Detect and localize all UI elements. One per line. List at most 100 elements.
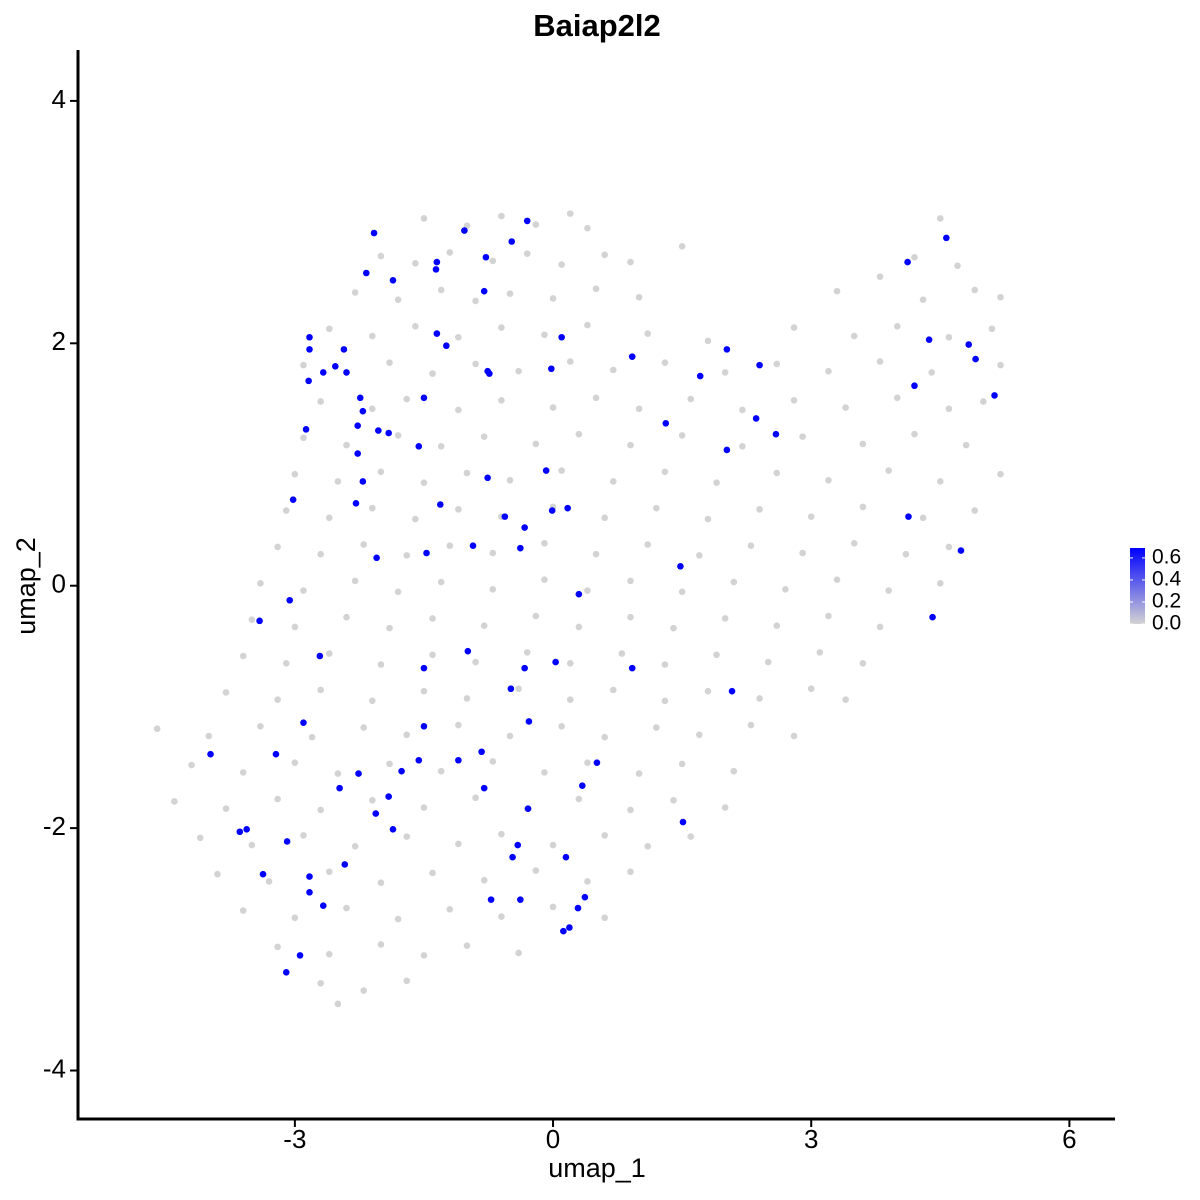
cell-point [484,474,491,482]
cell-point [696,731,703,739]
cell-point [437,286,445,294]
cell-point [997,361,1004,369]
cell-point [336,784,343,792]
cell-point [498,830,505,838]
cell-point [420,215,428,222]
cell-point [403,977,411,985]
cell-point [542,467,550,474]
cell-point [334,478,342,485]
cell-point [461,227,468,234]
cell-point [723,446,731,454]
cell-point [653,504,660,512]
cell-point [386,760,393,768]
cell-point [627,258,634,266]
cell-point [415,756,423,764]
cell-point [752,415,760,422]
cell-point [306,889,313,896]
cell-point [300,587,307,594]
cell-point [661,661,669,668]
cell-point [905,513,912,520]
cell-point [501,513,509,520]
cell-point [825,612,832,620]
cell-point [296,952,304,959]
cell-point [196,834,204,842]
cell-point [489,257,497,265]
cell-point [319,369,327,376]
cell-point [369,697,376,705]
cell-point [524,805,532,813]
cell-point [343,613,350,621]
cell-point [704,337,712,345]
cell-point [609,478,617,485]
cell-point [429,869,436,877]
y-tick-label: -4 [43,1053,66,1083]
cell-point [478,748,485,756]
cell-point [433,330,441,337]
cell-point [420,479,428,486]
cell-point [687,833,695,840]
cell-point [351,842,359,850]
cell-point [997,293,1004,301]
colorbar-tick-label: 0.2 [1152,590,1181,613]
cell-point [403,833,411,840]
cell-point [704,515,712,523]
cell-point [627,577,634,585]
cell-point [773,622,781,630]
cell-point [584,587,591,594]
cell-point [807,513,815,520]
cell-point [876,623,884,631]
cell-point [859,503,867,511]
cell-point [661,697,669,705]
cell-point [214,870,221,878]
cell-point [332,363,339,370]
cell-point [980,398,987,405]
cell-point [541,576,548,583]
cell-point [317,686,324,694]
colorbar [1130,548,1145,624]
cell-point [375,427,382,434]
cell-point [937,478,944,485]
cell-point [429,370,436,377]
cell-point [644,541,652,548]
cell-point [354,450,361,457]
cell-point [480,433,488,440]
cell-point [618,650,626,657]
cell-point [437,578,445,586]
cell-point [514,841,522,849]
cell-point [257,723,264,730]
cell-point [562,853,570,861]
cell-point [340,346,348,353]
cell-point [549,903,557,911]
colorbar-tick-label: 0.0 [1152,612,1181,635]
cell-point [850,332,858,340]
cell-point [343,441,350,449]
cell-point [370,229,378,237]
x-tick-label: 3 [804,1124,818,1154]
y-tick-label: -2 [43,811,66,841]
cell-point [319,902,327,909]
cell-point [723,346,731,353]
cell-point [532,440,540,448]
cell-point [532,867,540,874]
cell-point [799,549,806,557]
cell-point [885,467,892,474]
cell-point [575,623,583,631]
cell-point [415,443,423,450]
cell-point [904,258,911,266]
cell-point [325,650,333,657]
cell-point [282,507,290,514]
cell-point [628,664,636,672]
cell-point [945,333,953,341]
cell-point [455,506,462,513]
cell-point [721,615,729,622]
cell-point [420,952,428,959]
cell-point [773,469,781,477]
cell-point [593,759,601,766]
cell-point [756,506,763,513]
cell-point [463,469,471,477]
cell-point [498,324,505,331]
cell-point [584,878,591,885]
cell-point [412,323,419,330]
cell-point [153,725,161,733]
cell-point [713,651,720,659]
